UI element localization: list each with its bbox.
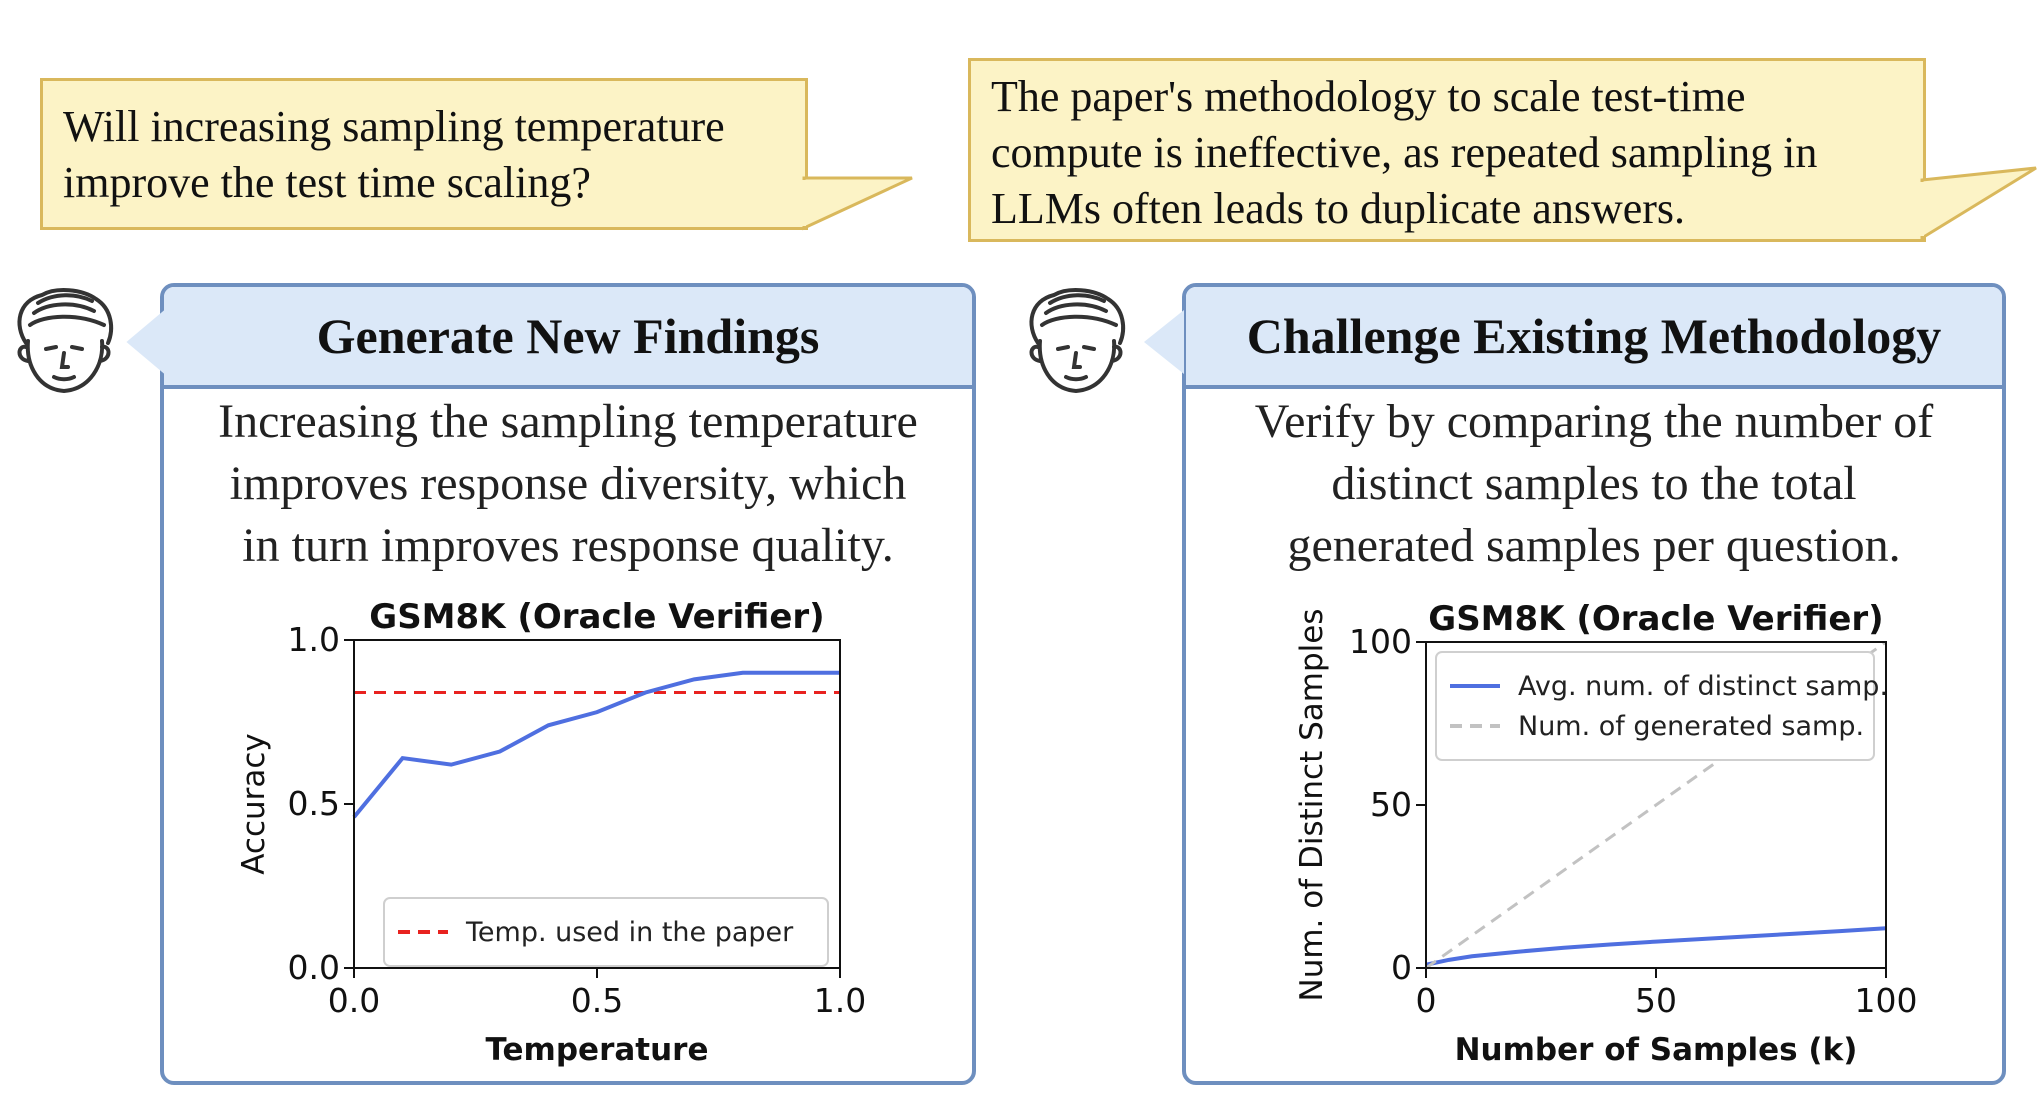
y-tick-label: 1.0	[288, 620, 340, 659]
legend-label: Temp. used in the paper	[465, 917, 794, 948]
x-axis-label: Temperature	[486, 1032, 709, 1068]
findings-panel-pointer	[126, 309, 167, 375]
x-tick-label: 0.5	[571, 981, 623, 1020]
legend-box	[383, 897, 829, 967]
methodology-panel-title: Challenge Existing Methodology	[1186, 287, 2002, 389]
series-line	[352, 670, 840, 819]
legend-label: Num. of generated samp.	[1518, 711, 1864, 742]
chart-title: GSM8K (Oracle Verifier)	[1428, 599, 1883, 639]
critique-bubble-tail	[1918, 166, 2037, 241]
y-axis-label: Accuracy	[236, 733, 272, 875]
y-axis-label: Num. of Distinct Samples	[1294, 609, 1330, 1002]
findings-panel-title: Generate New Findings	[164, 287, 972, 389]
temperature-accuracy-chart: GSM8K (Oracle Verifier) 0.0 0.5 1.0 0.0 0.5 1.…	[236, 597, 866, 1068]
y-tick-label: 0.5	[288, 784, 340, 823]
question-bubble: Will increasing sampling temperature imp…	[40, 78, 808, 230]
x-axis-label: Number of Samples (k)	[1455, 1032, 1858, 1068]
legend-label: Avg. num. of distinct samp.	[1518, 671, 1888, 702]
critique-bubble: The paper's methodology to scale test-ti…	[968, 58, 1926, 242]
y-tick-label: 0	[1391, 948, 1412, 987]
y-tick-label: 50	[1370, 785, 1412, 824]
chart-title: GSM8K (Oracle Verifier)	[369, 597, 824, 637]
question-bubble-tail	[800, 176, 913, 231]
x-tick-label: 100	[1855, 981, 1918, 1020]
thinking-face-icon	[17, 288, 114, 394]
x-tick-label: 1.0	[814, 981, 866, 1020]
x-tick-label: 0	[1416, 981, 1437, 1020]
y-tick-label: 0.0	[288, 948, 340, 987]
findings-panel-text: Increasing the sampling temperature impr…	[218, 395, 918, 572]
methodology-panel-text: Verify by comparing the number of distin…	[1254, 395, 1934, 572]
series-line	[1425, 926, 1887, 967]
y-tick-label: 100	[1349, 622, 1412, 661]
distinct-samples-chart: GSM8K (Oracle Verifier) 0 50 100 0 50 100 Numbe…	[1294, 599, 1918, 1068]
legend-box	[1435, 651, 1875, 761]
methodology-panel-pointer	[1144, 310, 1184, 374]
thinking-face-icon	[1029, 288, 1126, 394]
x-tick-label: 50	[1635, 981, 1677, 1020]
x-tick-label: 0.0	[328, 981, 380, 1020]
